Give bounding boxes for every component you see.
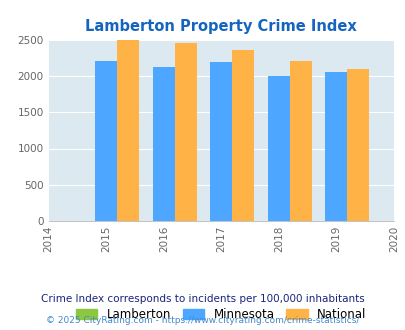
Bar [289,61,311,221]
Title: Lamberton Property Crime Index: Lamberton Property Crime Index [85,19,356,34]
Bar [117,40,139,221]
Bar [95,61,117,221]
Bar [346,69,368,221]
Bar [324,72,346,221]
Text: © 2025 CityRating.com - https://www.cityrating.com/crime-statistics/: © 2025 CityRating.com - https://www.city… [46,316,359,325]
Bar [174,43,196,221]
Legend: Lamberton, Minnesota, National: Lamberton, Minnesota, National [71,303,370,326]
Bar [210,62,232,221]
Bar [267,76,289,221]
Bar [152,67,174,221]
Bar [232,50,254,221]
Text: Crime Index corresponds to incidents per 100,000 inhabitants: Crime Index corresponds to incidents per… [41,294,364,304]
